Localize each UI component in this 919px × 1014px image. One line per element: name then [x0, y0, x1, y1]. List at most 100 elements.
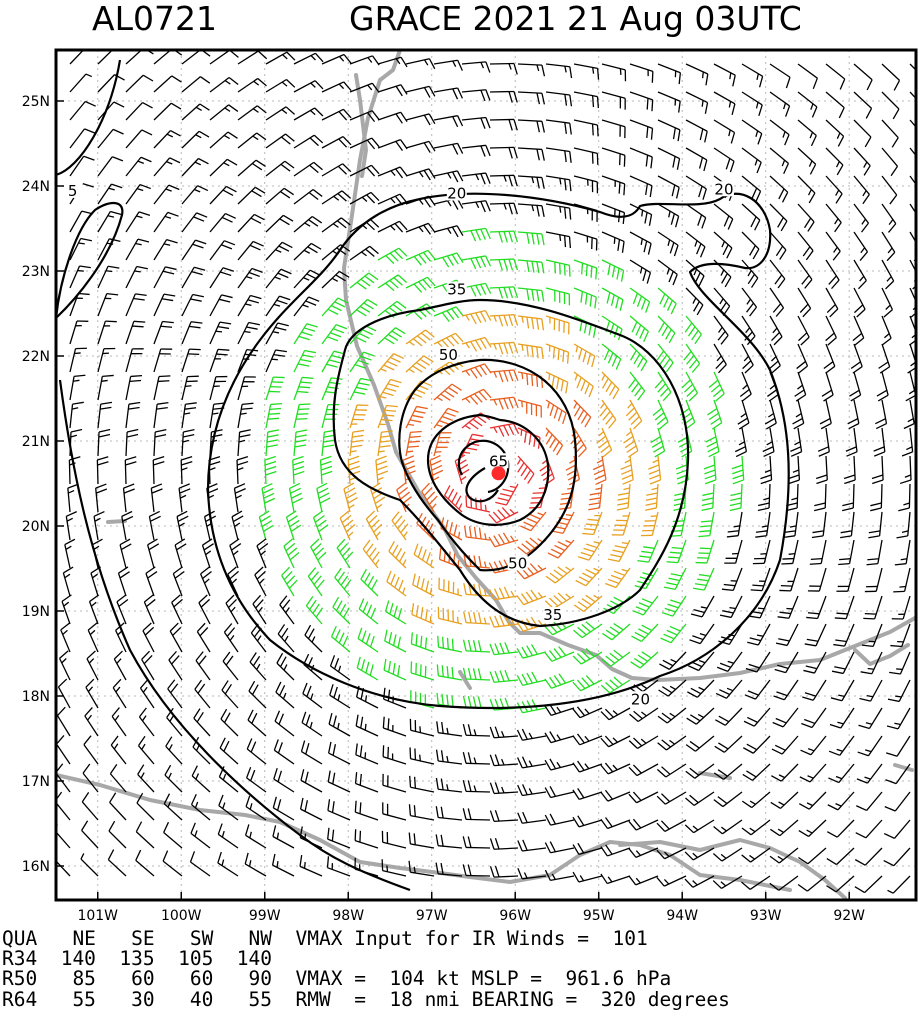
wind-barb: [196, 622, 211, 653]
wind-barb: [265, 295, 291, 317]
wind-barb: [321, 297, 349, 317]
lat-tick-label: 25N: [22, 94, 50, 110]
wind-barb: [461, 309, 492, 325]
wind-barb: [714, 735, 743, 753]
wind-barb: [666, 539, 687, 564]
wind-barb: [148, 510, 161, 541]
wind-barb: [769, 287, 785, 317]
wind-barb: [125, 374, 143, 401]
wind-barb: [109, 792, 127, 821]
lon-tick-label: 94W: [666, 908, 698, 924]
wind-barb: [125, 183, 151, 205]
wind-barb: [545, 147, 572, 163]
wind-barb: [854, 875, 883, 894]
wind-barb: [405, 430, 422, 457]
wind-barb: [391, 511, 409, 541]
wind-barb: [797, 63, 818, 90]
wind-barb: [82, 763, 99, 793]
wind-barb: [762, 427, 775, 458]
wind-barb: [489, 90, 518, 103]
wind-barb: [629, 147, 653, 169]
wind-barb: [745, 651, 771, 673]
wind-barb: [788, 455, 801, 485]
wind-barb: [153, 375, 171, 401]
wind-barb: [381, 859, 407, 877]
wind-barb: [125, 320, 146, 345]
wind-barb: [462, 836, 491, 849]
wind-barb: [850, 343, 863, 374]
wind-barb: [489, 396, 519, 410]
wind-barb: [628, 818, 659, 831]
storm-center-marker: [491, 466, 506, 481]
wind-barb: [629, 287, 651, 313]
wind-barb: [88, 594, 100, 625]
wind-barb: [409, 775, 435, 793]
wind-barb: [377, 111, 408, 124]
wind-barb: [194, 679, 211, 709]
wind-barb: [181, 157, 209, 177]
wind-barb: [656, 819, 687, 832]
wind-barb: [640, 511, 659, 537]
wind-barb: [209, 50, 239, 65]
wind-barb: [181, 321, 203, 345]
wind-barb: [136, 792, 155, 821]
wind-barb: [365, 510, 383, 541]
wind-barb: [629, 119, 654, 140]
wind-barb: [489, 118, 518, 131]
wind-barb: [405, 58, 436, 70]
wind-barb: [797, 203, 815, 232]
wind-barb: [384, 629, 407, 653]
wind-barb: [712, 875, 743, 889]
wind-barb: [893, 567, 911, 593]
wind-barb: [357, 627, 379, 653]
wind-barb: [713, 819, 743, 835]
wind-barb: [272, 825, 295, 849]
wind-barb: [329, 684, 351, 709]
wind-barb: [307, 567, 325, 597]
wind-barb: [828, 735, 855, 756]
wind-barb: [237, 294, 262, 317]
wind-barb: [408, 860, 435, 877]
wind-barb: [265, 214, 294, 233]
wind-barb: [687, 679, 715, 698]
wind-barb: [209, 76, 239, 93]
map-frame: [54, 48, 918, 902]
wind-barb: [209, 267, 235, 289]
wind-barb: [200, 566, 212, 597]
wind-barb: [516, 644, 547, 659]
wind-barb: [629, 343, 648, 372]
wind-barb: [97, 374, 114, 401]
wind-barb: [97, 210, 122, 233]
axis-ticks: 101W 100W 99W 98W 97W 96W 95W 94W 93W 92W 25N 24N 23…: [22, 94, 865, 924]
wind-barb: [125, 211, 151, 233]
wind-barb: [227, 566, 239, 597]
wind-barb: [834, 595, 855, 620]
wind-barb: [853, 63, 873, 91]
wind-barb: [572, 648, 603, 665]
wind-barb: [181, 293, 204, 317]
wind-barb: [85, 678, 99, 709]
wind-barb: [741, 91, 763, 116]
wind-barb: [517, 231, 545, 246]
wind-barb: [764, 399, 777, 430]
wind-barb: [265, 133, 295, 149]
wind-barb: [809, 539, 827, 565]
wind-barb: [741, 791, 771, 809]
wind-barb: [305, 595, 324, 625]
wind-barb: [190, 794, 211, 821]
wind-barb: [573, 594, 603, 613]
wind-barb: [853, 175, 870, 205]
wind-barb: [409, 747, 435, 765]
wind-barb: [685, 203, 707, 229]
wind-barb: [743, 735, 771, 754]
wind-barb: [517, 147, 545, 161]
wind-barb: [901, 427, 914, 457]
wind-barb: [435, 806, 463, 821]
wind-barb: [321, 81, 352, 93]
wind-barb: [247, 709, 267, 737]
wind-barb: [713, 119, 736, 144]
wind-barb: [349, 164, 380, 177]
wind-barb: [97, 101, 125, 121]
wind-barb: [887, 875, 911, 894]
wind-barb: [853, 287, 866, 318]
